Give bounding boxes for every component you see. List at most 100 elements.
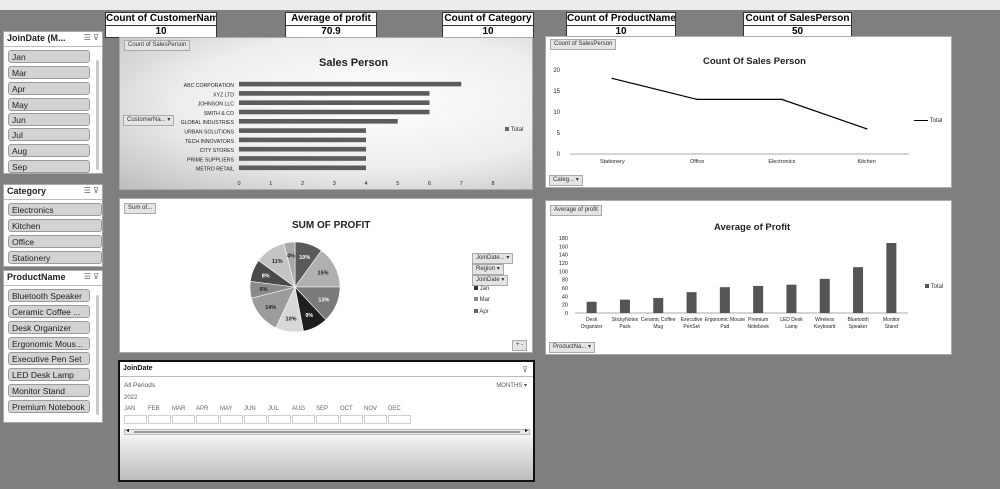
scroll-left-icon[interactable]: ◂ (126, 428, 130, 434)
clear-filter-icon[interactable]: ⊽ (93, 272, 99, 281)
slice-label-7: 6% (260, 287, 268, 293)
timeline-month-cell-aug[interactable] (292, 415, 315, 424)
series-line-total[interactable] (612, 77, 867, 130)
slicer-item-desk-organizer[interactable]: Desk Organizer (8, 321, 90, 334)
slicer-item-may[interactable]: May (8, 98, 90, 111)
timeline-scrollbar[interactable]: ◂ ▸ (124, 428, 530, 435)
filter-button-category[interactable]: Categ... ▾ (549, 175, 583, 186)
timeline-month-cell-may[interactable] (220, 415, 243, 424)
slice-label-9: 11% (272, 259, 283, 265)
filter-button-productname[interactable]: ProductNa... ▾ (549, 342, 596, 353)
pie-slice-10[interactable] (283, 241, 296, 288)
bar-premium-notebook[interactable] (753, 285, 764, 313)
slicer-header: Category ☰ ⊽ (4, 185, 102, 200)
slicer-item-led-desk-lamp[interactable]: LED Desk Lamp (8, 368, 90, 381)
slicer-item-sep[interactable]: Sep (8, 160, 90, 173)
bar-bluetooth-speaker[interactable] (853, 267, 864, 313)
slicer-scrollbar[interactable] (96, 295, 99, 415)
bar-executive-penset[interactable] (686, 292, 697, 313)
timeline-month-cell-oct[interactable] (340, 415, 363, 424)
slicer-item-electronics[interactable]: Electronics (8, 203, 102, 216)
field-button-count-salesperson[interactable]: Count of SalesPerson (124, 40, 191, 51)
bar-metro-retail[interactable] (239, 165, 366, 171)
timeline-month-cell-jul[interactable] (268, 415, 291, 424)
timeline-month-cell-dec[interactable] (388, 415, 411, 424)
chart-average-profit-panel[interactable]: Average of profit Average of Profit Prod… (545, 200, 952, 355)
chart-sales-person-panel[interactable]: Count of SalesPerson Sales Person Custom… (119, 37, 533, 190)
slicer-item-kitchen[interactable]: Kitchen (8, 219, 102, 232)
point-stationery[interactable] (611, 77, 614, 80)
point-kitchen[interactable] (865, 128, 868, 130)
bar-desk-organizer[interactable] (586, 301, 597, 313)
timeline-month-cell-feb[interactable] (148, 415, 171, 424)
field-button-average-profit[interactable]: Average of profit (550, 205, 602, 216)
bar-tech-innovators[interactable] (239, 137, 366, 143)
slicer-scrollbar[interactable] (96, 60, 99, 170)
expand-collapse-button[interactable]: + - (512, 340, 528, 351)
scroll-right-icon[interactable]: ▸ (524, 428, 528, 434)
timeline-month-cell-nov[interactable] (364, 415, 387, 424)
clear-filter-icon[interactable]: ⊽ (522, 365, 528, 374)
filter-button-joindate-2[interactable]: JoinDate ▾ (472, 275, 509, 286)
slicer-item-aug[interactable]: Aug (8, 144, 90, 157)
chart-count-sales-person-panel[interactable]: Count of SalesPerson Count Of Sales Pers… (545, 36, 952, 188)
bar-global-industries[interactable] (239, 119, 398, 124)
bar-led-desk-lamp[interactable] (786, 284, 797, 313)
timeline-level-selector[interactable]: MONTHS ▾ (496, 382, 527, 389)
point-electronics[interactable] (781, 98, 783, 101)
slicer-item-mar[interactable]: Mar (8, 66, 90, 79)
slicer-item-office[interactable]: Office (8, 235, 102, 248)
slicer-item-apr[interactable]: Apr (8, 82, 90, 95)
filter-label: CustomerNa... (127, 117, 166, 123)
bar-city-stores[interactable] (239, 146, 366, 152)
legend-swatch-icon (505, 127, 509, 131)
filter-button-joindate[interactable]: JoinDate... ▾ (472, 253, 514, 264)
filter-label: JoinDate... (476, 255, 505, 261)
field-button-sum-profit[interactable]: Sum of... (124, 203, 157, 214)
timeline-month-cell-apr[interactable] (196, 415, 219, 424)
field-button-count-salesperson[interactable]: Count of SalesPerson (550, 39, 617, 50)
multi-select-icon[interactable]: ☰ (83, 186, 91, 195)
bar-monitor-stand[interactable] (886, 243, 897, 313)
slicer-item-jul[interactable]: Jul (8, 128, 90, 141)
bar-ergonomic-mouse-pad[interactable] (719, 287, 730, 313)
slicer-title: JoinDate (M... (7, 33, 66, 43)
bar-ceramic-coffee-mug[interactable] (653, 298, 664, 313)
bar-johnson-llc[interactable] (239, 100, 430, 105)
kpi-value: 50 (791, 26, 804, 37)
slicer-item-ergonomic-mouse[interactable]: Ergonomic Mous... (8, 337, 90, 350)
slicer-item-executive-pen-set[interactable]: Executive Pen Set (8, 352, 90, 365)
slicer-item-stationery[interactable]: Stationery (8, 251, 102, 264)
bar-smith-co[interactable] (239, 109, 430, 115)
timeline-month-cell-mar[interactable] (172, 415, 195, 424)
slicer-item-jun[interactable]: Jun (8, 113, 90, 126)
bar-stickynotes-pack[interactable] (619, 299, 630, 313)
slicer-item-premium-notebook[interactable]: Premium Notebook (8, 400, 90, 413)
bar-prime-suppliers[interactable] (239, 156, 366, 161)
timeline-month-cell-jan[interactable] (124, 415, 147, 424)
x-tick-8: 8 (491, 181, 494, 187)
filter-button-customername[interactable]: CustomerNa... ▾ (123, 115, 175, 126)
multi-select-icon[interactable]: ☰ (83, 272, 91, 281)
bar-wireless-keyboard[interactable] (819, 278, 830, 313)
timeline-month-cell-jun[interactable] (244, 415, 267, 424)
filter-button-region[interactable]: Region ▾ (472, 264, 504, 275)
point-office[interactable] (696, 98, 698, 101)
timeline-month-cell-sep[interactable] (316, 415, 339, 424)
scroll-thumb[interactable] (134, 431, 520, 433)
clear-filter-icon[interactable]: ⊽ (93, 186, 99, 195)
slicer-category: Category ☰ ⊽ Electronics Kitchen Office … (3, 184, 103, 267)
clear-filter-icon[interactable]: ⊽ (93, 33, 99, 42)
slicer-item-monitor-stand[interactable]: Monitor Stand (8, 384, 90, 397)
slicer-item-ceramic-coffee[interactable]: Ceramic Coffee ... (8, 305, 90, 318)
sum-profit-pie-chart: 10% 15% 13% 9% 10% 14% 6% 8% 11% 4% (249, 241, 341, 333)
bar-abc-corporation[interactable] (239, 81, 462, 87)
y-tick-60: 60 (562, 286, 568, 292)
bar-xyz-ltd[interactable] (239, 91, 430, 96)
multi-select-icon[interactable]: ☰ (83, 33, 91, 42)
chart-sum-profit-panel[interactable]: Sum of... SUM OF PROFIT JoinDate... ▾ Re… (119, 198, 533, 353)
bar-urban-solutions[interactable] (239, 128, 366, 133)
slicer-item-bluetooth-speaker[interactable]: Bluetooth Speaker (8, 289, 90, 302)
category-label-xyz-ltd: XYZ LTD (213, 92, 234, 98)
slicer-item-jan[interactable]: Jan (8, 50, 90, 63)
